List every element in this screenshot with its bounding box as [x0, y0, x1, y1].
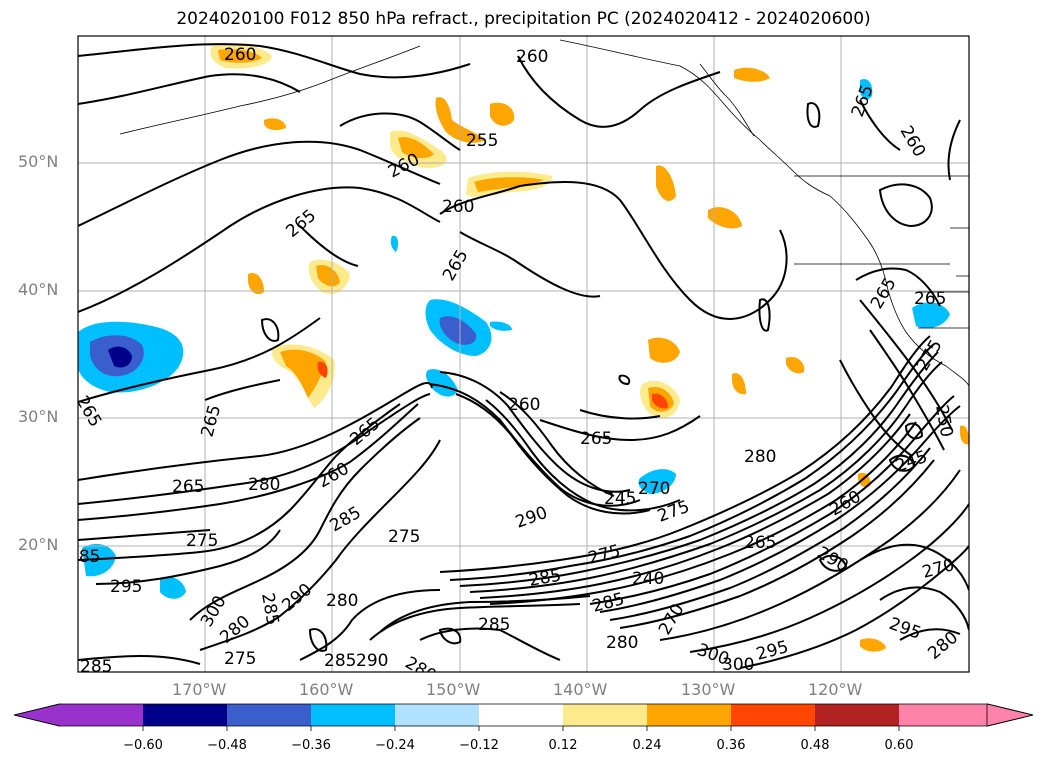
colorbar-tick-label: −0.48 — [207, 738, 247, 753]
lat-label-40n: 40°N — [18, 280, 59, 299]
contour-label: 300 — [722, 655, 754, 675]
colorbar-segment — [227, 704, 312, 726]
colorbar-tick-label: −0.24 — [375, 738, 415, 753]
contour-label: 245 — [604, 489, 636, 509]
colorbar-tick-label: −0.12 — [459, 738, 499, 753]
colorbar-segment — [815, 704, 900, 726]
contour-label: 280 — [744, 447, 776, 467]
pos-anom-blob-se4 — [786, 356, 805, 374]
contour-label: 260 — [442, 197, 474, 217]
contour-label: 270 — [638, 479, 670, 499]
neg-anom-blob-mid — [425, 369, 458, 397]
pos-anom-core-north — [398, 137, 434, 159]
contour-label: 280 — [326, 591, 358, 611]
contour-label: 280 — [248, 475, 280, 495]
neg-anom-core-central — [439, 316, 477, 345]
map-title: 2024020100 F012 850 hPa refract., precip… — [176, 9, 871, 29]
contour-label: 265 — [914, 289, 946, 309]
contour-label: 260 — [516, 47, 548, 67]
pos-anom-blob-se2 — [648, 337, 680, 363]
lat-label-20n: 20°N — [18, 535, 59, 554]
colorbar-tick-label: 0.60 — [884, 738, 914, 753]
neg-anom-blob-sw2 — [160, 576, 186, 599]
contour-label: 275 — [388, 527, 420, 547]
contour-label: 280 — [606, 633, 638, 653]
pos-anom-core-mid1 — [316, 264, 340, 287]
lat-label-50n: 50°N — [18, 152, 59, 171]
contour-label: 290 — [356, 651, 388, 671]
refractivity-contours — [78, 43, 969, 669]
pos-anom-blob-ne1 — [490, 102, 515, 126]
contour-label: 260 — [224, 45, 256, 65]
graticule — [78, 36, 969, 672]
contour-label: 265 — [580, 429, 612, 449]
pos-anom-core-top — [218, 49, 262, 63]
colorbar-segment — [563, 704, 648, 726]
colorbar-segment — [647, 704, 732, 726]
lat-label-30n: 30°N — [18, 407, 59, 426]
pos-anom-inner-mid2 — [317, 361, 328, 378]
colorbar-segment — [395, 704, 480, 726]
pos-anom-core-mid2 — [280, 349, 326, 398]
pos-anom-blob-w1 — [248, 272, 264, 295]
precip-shading — [78, 44, 969, 652]
lon-label-120w: 120°W — [808, 680, 863, 699]
pos-anom-blob-coast — [960, 425, 969, 445]
lon-label-170w: 170°W — [172, 680, 227, 699]
colorbar-tick-label: 0.48 — [800, 738, 830, 753]
colorbar-segment — [311, 704, 396, 726]
colorbar-segment — [731, 704, 816, 726]
contour-label: 265 — [172, 477, 204, 497]
contour-label: 240 — [632, 569, 664, 589]
pos-anom-blob-ne3 — [708, 207, 742, 229]
colorbar-tick-label: −0.60 — [123, 738, 163, 753]
lon-label-160w: 160°W — [299, 680, 354, 699]
lon-label-130w: 130°W — [681, 680, 736, 699]
colorbar-ticks — [142, 726, 900, 731]
lon-label-150w: 150°W — [426, 680, 481, 699]
pos-anom-inner-se1 — [652, 393, 668, 409]
neg-anom-blob-small2 — [490, 321, 512, 331]
pos-anom-core-band — [474, 177, 544, 192]
colorbar-tick-label: 0.24 — [632, 738, 662, 753]
colorbar-segment — [59, 704, 144, 726]
map-area: 260 260 255 260 260 265 265 265 265 265 … — [68, 36, 969, 677]
contour-label: 265 — [744, 533, 776, 553]
contour-label: 285 — [478, 615, 510, 635]
contour-label: 260 — [508, 395, 540, 415]
colorbar-extend-low — [13, 703, 61, 727]
neg-anom-blob-coast — [912, 302, 950, 329]
colorbar-segment — [479, 704, 564, 726]
colorbar — [13, 703, 1034, 731]
coastlines — [119, 39, 969, 387]
map-frame — [77, 35, 970, 673]
neg-anom-inner-west — [108, 346, 132, 368]
colorbar-extend-high — [986, 703, 1034, 727]
contour-label: 285 — [80, 657, 112, 677]
pos-anom-blob-se3 — [732, 373, 746, 395]
colorbar-outline — [13, 703, 1034, 727]
contour-label: 295 — [110, 577, 142, 597]
contour-label: 275 — [186, 531, 218, 551]
neg-anom-blob-nw — [859, 78, 873, 100]
pos-anom-blob-w2 — [264, 118, 286, 131]
contour-label: 255 — [466, 131, 498, 151]
neg-anom-blob-sw — [82, 543, 116, 577]
pos-anom-blob-ne2 — [656, 165, 676, 201]
contour-label: 275 — [224, 649, 256, 669]
pos-anom-blob-ne4 — [734, 67, 770, 82]
contour-label: 285 — [68, 547, 100, 567]
colorbar-tick-label: 0.12 — [548, 738, 578, 753]
pos-anom-blob-s1 — [860, 638, 886, 652]
pos-anom-blob-v — [435, 97, 486, 143]
neg-anom-blob-small1 — [390, 235, 399, 252]
lon-label-140w: 140°W — [553, 680, 608, 699]
contour-label: 285 — [324, 651, 356, 671]
colorbar-segment — [143, 704, 228, 726]
neg-anom-blob-trade — [638, 469, 676, 494]
colorbar-tick-label: 0.36 — [716, 738, 746, 753]
colorbar-segment — [899, 704, 988, 726]
colorbar-tick-label: −0.36 — [291, 738, 331, 753]
